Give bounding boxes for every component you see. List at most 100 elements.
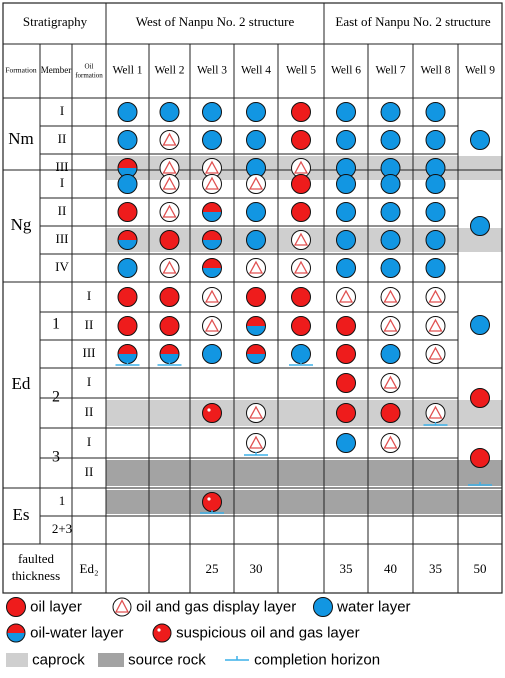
well6-row12-symbol [336, 403, 356, 423]
legend-completion-label: completion horizon [254, 651, 381, 669]
thickness-well4: 30 [250, 561, 263, 576]
well8-row12-symbol [425, 403, 446, 423]
well4-row1-symbol [246, 102, 266, 122]
well6-row4-symbol [336, 174, 356, 194]
well-header-1: Well 1 [112, 65, 142, 77]
thickness-well6: 35 [340, 561, 353, 576]
completion-horizon-2 [157, 362, 182, 366]
well4-row13-symbol [246, 433, 266, 453]
display-icon [112, 597, 132, 617]
well3-row4-symbol [202, 174, 222, 194]
caprock-swatch [6, 653, 28, 668]
well2-row4-symbol [159, 174, 180, 194]
well2-row7-symbol [159, 258, 180, 278]
well2-row2-symbol [159, 130, 180, 150]
oil-icon [6, 597, 26, 617]
thickness-unit: Ed₂ [80, 561, 99, 576]
legend-source: source rock [98, 651, 206, 669]
well-header-4: Well 4 [241, 65, 271, 77]
well4-row2-symbol [246, 130, 266, 150]
grid-lines [3, 3, 502, 593]
well5-row10-symbol [291, 344, 311, 364]
well-header-8: Well 8 [420, 65, 450, 77]
west-structure-header: West of Nanpu No. 2 structure [136, 14, 295, 29]
well-header-2: Well 2 [154, 65, 184, 77]
well1-row4-symbol [117, 174, 138, 194]
member-Nm-III: III [56, 159, 69, 174]
east-structure-header: East of Nanpu No. 2 structure [335, 14, 490, 29]
legend: oil layer oil and gas display layer wate… [0, 595, 505, 675]
well5-row9-symbol [291, 316, 311, 336]
well8-row6-symbol [425, 230, 446, 250]
legend-suspicious-label: suspicious oil and gas layer [176, 624, 360, 642]
legend-completion: completion horizon [224, 651, 380, 669]
oil-formation-Ed2-I: I [87, 374, 91, 389]
well5-row5-symbol [291, 202, 311, 222]
well5-row1-symbol [291, 102, 311, 122]
well-header-6: Well 6 [331, 65, 361, 77]
well1-row5-symbol [117, 202, 138, 222]
formation-Ng: Ng [11, 215, 32, 234]
legend-oilwater-label: oil-water layer [30, 624, 124, 642]
well3-row8-symbol [202, 287, 222, 307]
well-header-5: Well 5 [286, 65, 316, 77]
well1-row8-symbol [117, 287, 138, 307]
well-header-7: Well 7 [375, 65, 405, 77]
completion-horizon-4 [289, 362, 313, 366]
oil-formation-Ed1-II: II [85, 317, 94, 332]
well3-row9-symbol [202, 316, 222, 336]
member-Ng-III: III [56, 231, 69, 246]
oil-formation-col-header-1: Oil [85, 63, 94, 71]
oil-formation-Ed3-II: II [85, 464, 94, 479]
oil-formation-Ed1-III: III [83, 345, 96, 360]
completion-horizon-7 [468, 482, 492, 486]
well6-row11-symbol [336, 373, 356, 393]
well6-row5-symbol [336, 202, 356, 222]
source-rock-band [106, 460, 502, 486]
well8-row7-symbol [425, 258, 446, 278]
well3-row6-symbol [202, 230, 222, 250]
well7-row7-symbol [380, 258, 401, 278]
water-icon [313, 597, 333, 617]
well3-row15-symbol [202, 492, 222, 512]
oil-formation-col-header-2: formation [75, 72, 103, 80]
well1-row2-symbol [117, 130, 138, 150]
formation-col-header: Formation [5, 66, 36, 75]
stratigraphy-header: Stratigraphy [23, 14, 88, 29]
source-rock-swatch [98, 653, 124, 668]
well3-row10-symbol [202, 344, 222, 364]
source-rock-band [106, 490, 502, 514]
well6-row6-symbol [336, 230, 356, 250]
well9-symbol-5 [470, 448, 490, 468]
member-Nm-II: II [58, 131, 67, 146]
well9-symbol-2 [470, 216, 490, 236]
member-Ed-3: 3 [52, 449, 60, 466]
well6-row8-symbol [336, 287, 356, 307]
well-header-9: Well 9 [465, 65, 495, 77]
completion-icon [225, 656, 249, 661]
well5-row6-symbol [291, 230, 311, 250]
well8-row4-symbol [425, 174, 446, 194]
well5-row8-symbol [291, 287, 311, 307]
well5-row2-symbol [291, 130, 311, 150]
well3-row2-symbol [202, 130, 222, 150]
well8-row10-symbol [425, 344, 446, 364]
well9-symbol-1 [470, 130, 490, 150]
well1-row7-symbol [117, 258, 138, 278]
well6-row2-symbol [336, 130, 356, 150]
well7-row11-symbol [380, 373, 401, 393]
well8-row5-symbol [425, 202, 446, 222]
oil-water-icon [6, 623, 26, 643]
well8-row9-symbol [425, 316, 446, 336]
formation-Es: Es [13, 505, 30, 524]
well5-row7-symbol [291, 258, 311, 278]
legend-display: oil and gas display layer [112, 597, 296, 617]
thickness-well8: 35 [429, 561, 442, 576]
well2-row6-symbol [159, 230, 180, 250]
legend-oil: oil layer [6, 597, 82, 617]
legend-caprock: caprock [6, 651, 85, 669]
legend-caprock-label: caprock [32, 651, 85, 669]
member-Nm-I: I [60, 103, 64, 118]
well2-row10-symbol [159, 344, 180, 364]
